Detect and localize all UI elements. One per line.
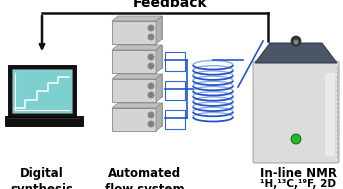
Circle shape xyxy=(148,63,154,69)
Polygon shape xyxy=(118,16,162,39)
Circle shape xyxy=(291,134,301,144)
Polygon shape xyxy=(112,45,162,50)
Circle shape xyxy=(150,122,153,125)
Polygon shape xyxy=(156,16,162,44)
Polygon shape xyxy=(156,45,162,73)
Circle shape xyxy=(150,84,153,88)
Text: Feedback: Feedback xyxy=(133,0,207,10)
Circle shape xyxy=(148,25,154,31)
Circle shape xyxy=(148,92,154,98)
Circle shape xyxy=(291,36,301,46)
Polygon shape xyxy=(156,74,162,102)
Circle shape xyxy=(150,56,153,59)
Bar xyxy=(12,69,72,113)
Bar xyxy=(112,79,156,102)
Polygon shape xyxy=(255,43,337,63)
Polygon shape xyxy=(156,103,162,131)
Text: ¹H,¹³C,¹⁹F, 2D: ¹H,¹³C,¹⁹F, 2D xyxy=(260,179,336,189)
Polygon shape xyxy=(112,103,162,108)
Bar xyxy=(165,81,185,100)
Text: In-line NMR: In-line NMR xyxy=(260,167,336,180)
Circle shape xyxy=(148,121,154,127)
Bar xyxy=(165,110,185,129)
Polygon shape xyxy=(118,103,162,126)
Polygon shape xyxy=(118,74,162,97)
Circle shape xyxy=(150,26,153,29)
Text: Automated
flow system: Automated flow system xyxy=(105,167,185,189)
Circle shape xyxy=(148,34,154,40)
Circle shape xyxy=(150,64,153,67)
FancyBboxPatch shape xyxy=(253,61,339,163)
Text: Digital
synthesis: Digital synthesis xyxy=(11,167,73,189)
Bar xyxy=(8,65,76,117)
Circle shape xyxy=(148,54,154,60)
Circle shape xyxy=(294,40,298,44)
Circle shape xyxy=(148,83,154,89)
Bar xyxy=(5,116,83,126)
Bar xyxy=(112,21,156,44)
Circle shape xyxy=(150,94,153,97)
Circle shape xyxy=(150,36,153,39)
Bar xyxy=(112,108,156,131)
Polygon shape xyxy=(118,45,162,68)
Bar xyxy=(325,73,335,156)
Polygon shape xyxy=(112,16,162,21)
Polygon shape xyxy=(112,74,162,79)
Bar xyxy=(165,52,185,71)
Bar xyxy=(112,50,156,73)
Circle shape xyxy=(148,112,154,118)
Circle shape xyxy=(150,114,153,116)
